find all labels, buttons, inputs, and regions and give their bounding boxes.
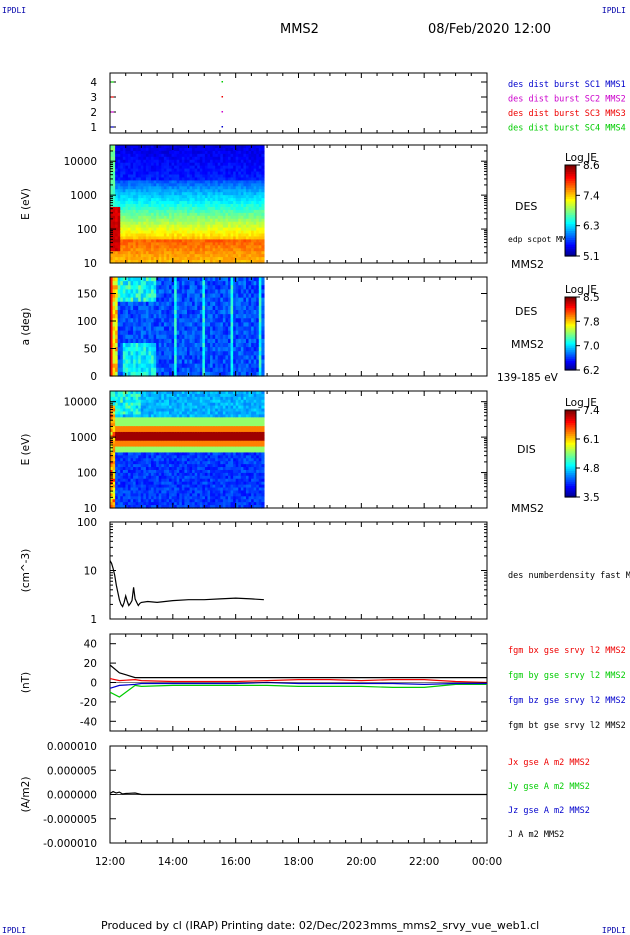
des-pitch-panel-heatmap-cell [261,281,264,286]
des-energy-panel-ytick-label: 10000 [64,156,97,168]
burst-panel-ytick-label: 1 [90,122,97,134]
des-pitch-panel-heatmap-cell [261,347,264,352]
des-pitch-panel-heatmap-cell [261,335,264,340]
des-energy-panel-colorbar-label: 7.4 [583,190,600,202]
des-pitch-panel-ytick-label: 50 [84,344,97,356]
des-pitch-panel-instrument: DES [515,305,537,318]
des-pitch-panel-colorbar-label: 7.8 [583,316,600,328]
burst-panel-dot [222,111,224,113]
des-energy-panel-colorbar-label: 5.1 [583,251,600,263]
des-pitch-panel-heatmap-cell [261,351,264,356]
des-pitch-panel-heatmap-cell [261,343,264,348]
burst-panel-legend-entry: des dist burst SC1 MMS1 [508,80,626,90]
des-pitch-panel-heatmap-cell [261,314,264,319]
burst-panel-legend-entry: des dist burst SC3 MMS3 [508,109,626,119]
des-pitch-panel-colorbar-label: 8.5 [583,292,600,304]
des-energy-panel-ytick-label: 1000 [70,190,97,202]
des-pitch-panel-ytick-label: 0 [90,371,97,383]
des-pitch-panel-heatmap-cell [261,360,264,365]
des-pitch-panel-sc-label: MMS2 [511,338,544,351]
des-energy-panel-instrument: DES [515,200,537,213]
des-energy-panel-colorbar-label: 6.3 [583,221,600,233]
des-pitch-panel-ylabel: a (deg) [20,308,32,346]
des-energy-panel-ylabel: E (eV) [20,188,32,220]
des-pitch-panel-heatmap-cell [261,331,264,336]
des-pitch-panel-colorbar-label: 6.2 [583,365,600,377]
des-pitch-panel-colorbar-label: 7.0 [583,341,600,353]
des-pitch-panel-ytick-label: 100 [77,316,97,328]
des-pitch-panel-heatmap-cell [261,306,264,311]
burst-panel-frame [110,73,487,133]
des-energy-panel-heatmap [110,145,265,264]
des-pitch-panel-heatmap-cell [261,289,264,294]
des-energy-panel-sc-label: MMS2 [511,258,544,271]
des-pitch-panel-heatmap-cell [261,355,264,360]
burst-panel-dot [222,126,224,128]
des-pitch-panel-heatmap-cell [261,294,264,299]
des-energy-panel-ytick-label: 10 [84,258,97,270]
dis-energy-panel-heatmap [110,391,265,509]
des-pitch-panel-heatmap-cell [261,285,264,290]
des-energy-panel-ytick-label: 100 [77,224,97,236]
des-pitch-panel-ytick-label: 150 [77,289,97,301]
des-pitch-panel-heatmap [110,277,265,377]
des-pitch-panel-heatmap-cell [261,368,264,373]
des-pitch-panel-heatmap-cell [261,302,264,307]
des-energy-panel-colorbar-label: 8.6 [583,160,600,172]
des-pitch-panel-heatmap-cell [261,339,264,344]
burst-panel-dot [222,81,224,83]
des-pitch-panel-heatmap-cell [261,327,264,332]
des-pitch-panel-heatmap-cell [261,364,264,369]
des-pitch-panel-heatmap-cell [261,318,264,323]
burst-panel-ytick-label: 4 [90,77,97,89]
des-pitch-panel-heatmap-cell [261,322,264,327]
burst-panel-ytick-label: 3 [90,92,97,104]
burst-panel-dot [222,96,224,98]
burst-panel-legend-entry: des dist burst SC2 MMS2 [508,95,626,105]
burst-panel-ytick-label: 2 [90,107,97,119]
burst-panel-legend-entry: des dist burst SC4 MMS4 [508,124,626,134]
des-pitch-panel-energy-note: 139-185 eV [497,372,559,384]
des-pitch-panel-heatmap-cell [261,310,264,315]
des-pitch-panel-heatmap-cell [261,298,264,303]
des-pitch-panel-heatmap-cell [261,277,264,282]
